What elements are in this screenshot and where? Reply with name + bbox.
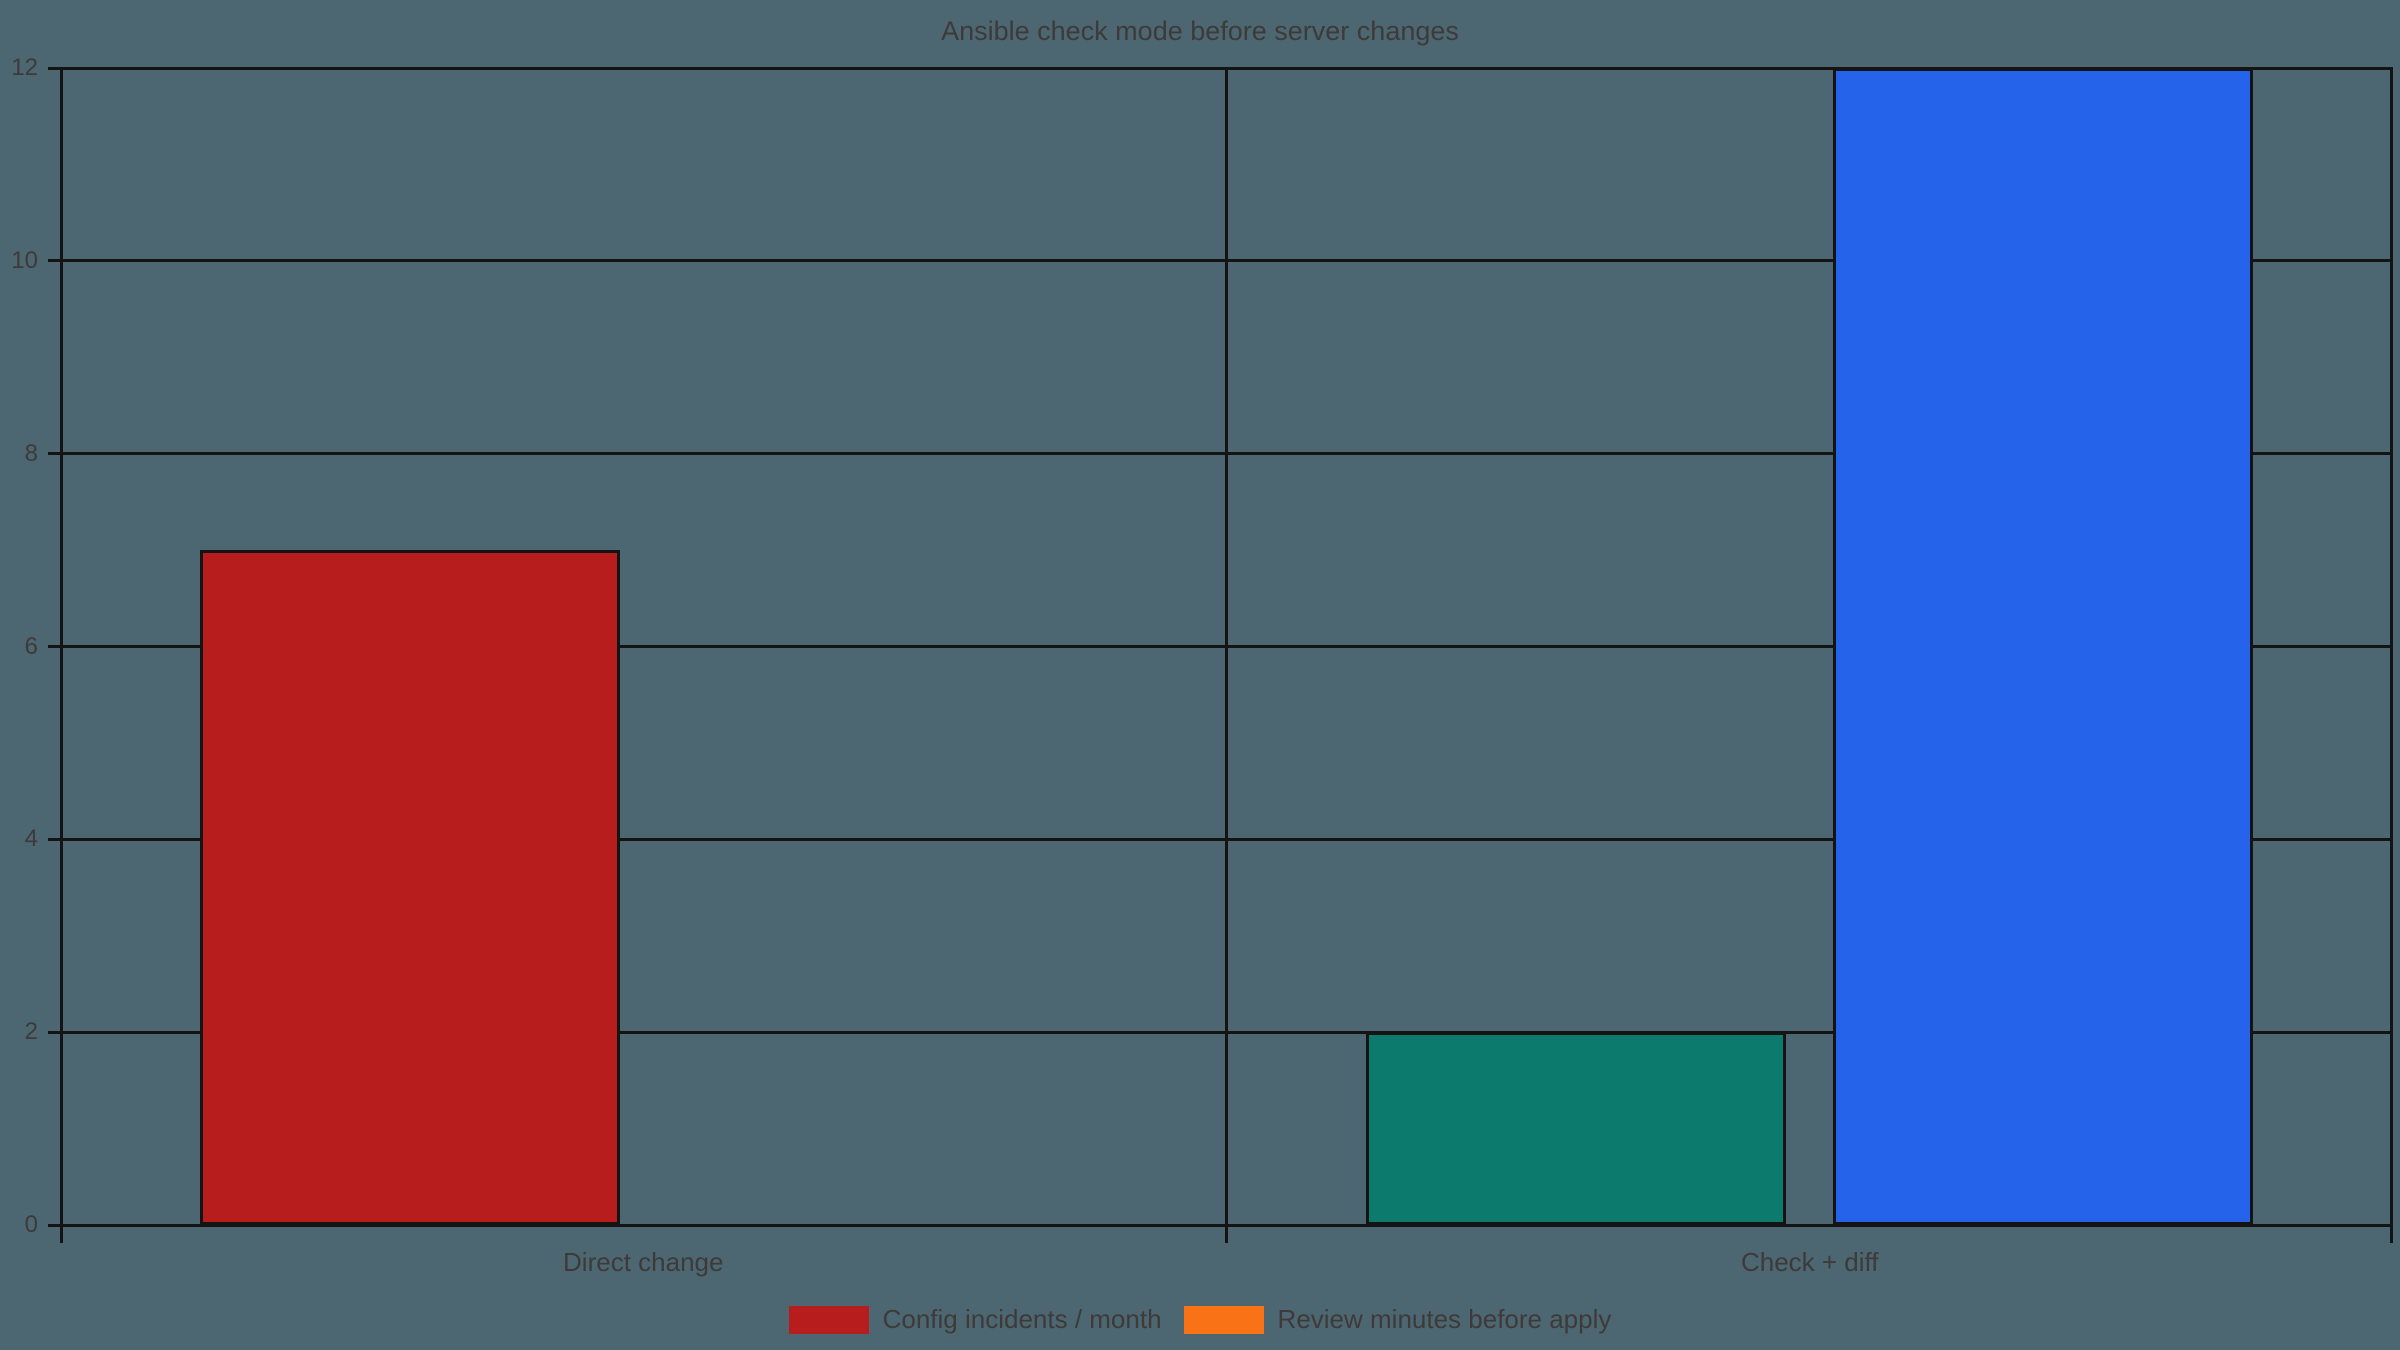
legend: Config incidents / month Review minutes b… xyxy=(0,1304,2400,1335)
ytick-label-8: 8 xyxy=(24,439,38,467)
ytick-label-6: 6 xyxy=(24,632,38,660)
ytick-label-2: 2 xyxy=(24,1018,38,1046)
legend-label-0: Config incidents / month xyxy=(882,1304,1162,1334)
gridline-x-boundary-2 xyxy=(2390,68,2393,1225)
ytick-label-10: 10 xyxy=(11,246,38,274)
xtick-label-1: Check + diff xyxy=(1740,1247,1879,1277)
legend-entry-0: Config incidents / month xyxy=(788,1304,1162,1335)
legend-swatch-0 xyxy=(788,1305,869,1334)
ytick-mark-12 xyxy=(48,66,60,70)
xtick-mark-2 xyxy=(2390,1225,2393,1243)
legend-swatch-1 xyxy=(1183,1305,1264,1334)
xtick-mark-0 xyxy=(60,1225,63,1243)
bar-1-check-diff xyxy=(1366,1032,1787,1225)
chart-title: Ansible check mode before server changes xyxy=(941,16,1459,46)
ytick-mark-6 xyxy=(48,645,60,648)
legend-label-1: Review minutes before apply xyxy=(1277,1304,1612,1334)
bar-2-check-diff xyxy=(1833,68,2254,1225)
legend-entry-1: Review minutes before apply xyxy=(1183,1304,1612,1335)
xtick-label-0: Direct change xyxy=(563,1247,724,1277)
ytick-mark-8 xyxy=(48,452,60,456)
gridline-x-boundary-0 xyxy=(60,68,63,1225)
gridline-x-boundary-1 xyxy=(1225,68,1228,1225)
xtick-mark-1 xyxy=(1225,1225,1228,1243)
ytick-mark-0 xyxy=(48,1223,60,1227)
ytick-mark-10 xyxy=(48,259,60,263)
ytick-label-12: 12 xyxy=(11,54,38,81)
bar-0-direct-change xyxy=(199,550,620,1225)
ytick-mark-4 xyxy=(48,837,60,841)
plot-area: 0 2 4 6 8 10 12 Direct change Check + diff xyxy=(11,54,2393,1277)
ytick-label-4: 4 xyxy=(24,825,38,853)
ytick-label-0: 0 xyxy=(24,1211,38,1238)
ytick-mark-2 xyxy=(48,1030,60,1034)
